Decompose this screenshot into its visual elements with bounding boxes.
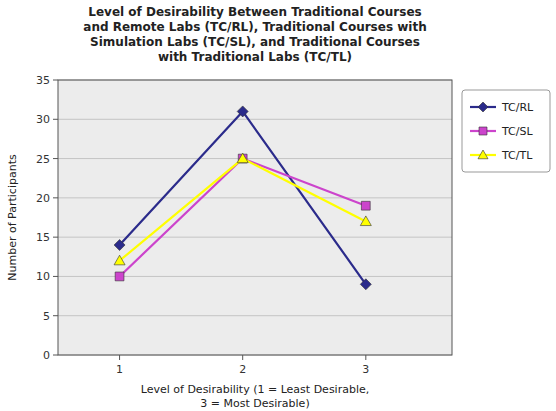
point <box>114 240 125 251</box>
series-line <box>120 111 366 284</box>
grid-line <box>58 158 452 159</box>
legend-swatch-marker <box>479 127 487 135</box>
y-tick <box>53 315 58 316</box>
legend-swatch-marker <box>478 150 488 159</box>
y-tick-label: 0 <box>43 349 50 362</box>
legend-label: TC/RL <box>501 101 534 114</box>
series-line <box>120 159 366 261</box>
x-tick-label: 1 <box>116 363 123 376</box>
grid-line <box>58 197 452 198</box>
chart-svg: Level of Desirability Between Traditiona… <box>0 0 556 411</box>
legend: TC/RL TC/SL TC/TL <box>462 90 550 172</box>
legend-label: TC/TL <box>501 149 533 162</box>
series <box>114 106 371 290</box>
legend-box <box>462 90 550 172</box>
x-tick-label: 2 <box>239 363 246 376</box>
y-tick-label: 35 <box>36 74 50 87</box>
y-tick-label: 15 <box>36 231 50 244</box>
x-axis-label-line: 3 = Most Desirable) <box>200 397 309 410</box>
y-tick-label: 30 <box>36 113 50 126</box>
y-tick <box>53 80 58 81</box>
legend-label: TC/SL <box>501 125 533 138</box>
x-tick <box>242 355 243 360</box>
legend-swatch-marker <box>478 102 488 112</box>
y-tick-label: 10 <box>36 270 50 283</box>
point <box>360 279 371 290</box>
title-line: with Traditional Labs (TC/TL) <box>158 50 352 64</box>
plot-frame <box>58 80 452 355</box>
point <box>237 106 248 117</box>
y-tick <box>53 237 58 238</box>
x-axis: 1 2 3 <box>116 355 369 376</box>
plot-background <box>58 80 452 355</box>
y-tick <box>53 158 58 159</box>
grid-line <box>58 237 452 238</box>
x-tick <box>365 355 366 360</box>
y-tick-label: 5 <box>43 310 50 323</box>
x-tick-label: 3 <box>362 363 369 376</box>
point <box>237 153 248 163</box>
title-line: and Remote Labs (TC/RL), Traditional Cou… <box>83 20 426 34</box>
series-line <box>120 159 366 277</box>
x-tick <box>119 355 120 360</box>
title: Level of Desirability Between Traditiona… <box>83 5 426 64</box>
y-tick <box>53 119 58 120</box>
chart-container: Level of Desirability Between Traditiona… <box>0 0 556 411</box>
y-tick <box>53 355 58 356</box>
y-tick-label: 20 <box>36 192 50 205</box>
y-tick-label: 25 <box>36 153 50 166</box>
y-tick <box>53 197 58 198</box>
series <box>115 154 370 281</box>
x-axis-label: Level of Desirability (1 = Least Desirab… <box>141 383 369 410</box>
title-line: Simulation Labs (TC/SL), and Traditional… <box>90 35 420 49</box>
y-axis-label: Number of Participants <box>6 154 19 281</box>
grid-line <box>58 315 452 316</box>
x-axis-label-line: Level of Desirability (1 = Least Desirab… <box>141 383 369 396</box>
point <box>115 272 124 281</box>
point <box>114 255 125 265</box>
y-tick <box>53 276 58 277</box>
series <box>114 153 371 265</box>
y-axis: 0 5 10 15 20 25 30 35 <box>36 74 452 362</box>
data-layer <box>114 106 371 290</box>
point <box>360 216 371 226</box>
title-line: Level of Desirability Between Traditiona… <box>88 5 421 19</box>
grid-line <box>58 119 452 120</box>
point <box>361 201 370 210</box>
